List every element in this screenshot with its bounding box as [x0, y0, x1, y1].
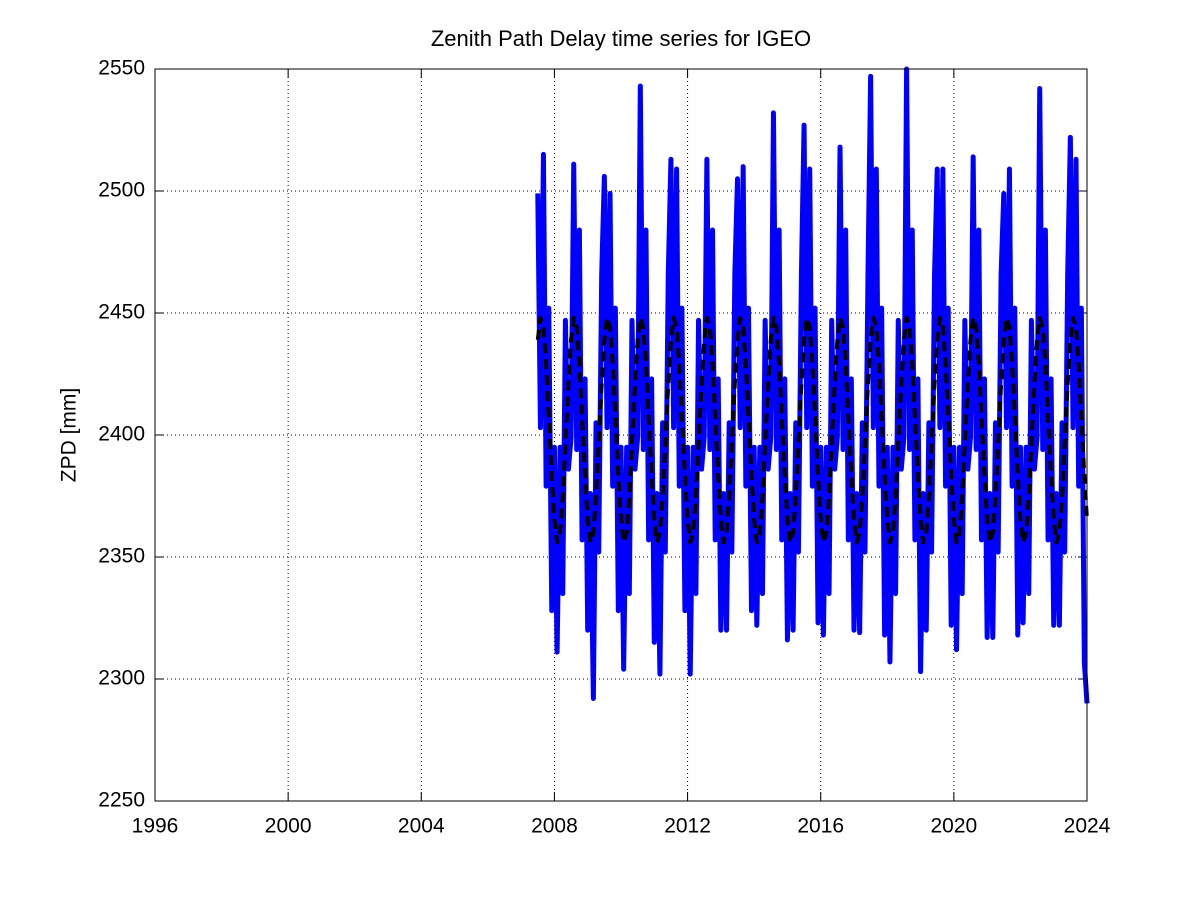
x-tick-label: 2012: [664, 815, 711, 838]
y-tick-label: 2400: [98, 423, 145, 446]
plot-frame: [154, 68, 1088, 802]
x-tick-label: 2020: [930, 815, 977, 838]
x-tick-label: 2000: [265, 815, 312, 838]
y-tick-label: 2250: [98, 789, 145, 812]
y-tick-label: 2300: [98, 667, 145, 690]
x-tick-label: 2024: [1064, 815, 1111, 838]
x-tick-label: 2008: [531, 815, 578, 838]
y-tick-label: 2550: [98, 57, 145, 80]
y-tick-label: 2350: [98, 545, 145, 568]
x-tick-label: 2016: [797, 815, 844, 838]
chart-title: Zenith Path Delay time series for IGEO: [431, 26, 811, 51]
y-tick-label: 2450: [98, 301, 145, 324]
y-axis-label: ZPD [mm]: [58, 388, 81, 483]
data-line: [535, 66, 1090, 704]
x-tick-label: 1996: [132, 815, 179, 838]
y-tick-label: 2500: [98, 179, 145, 202]
x-tick-label: 2004: [398, 815, 445, 838]
